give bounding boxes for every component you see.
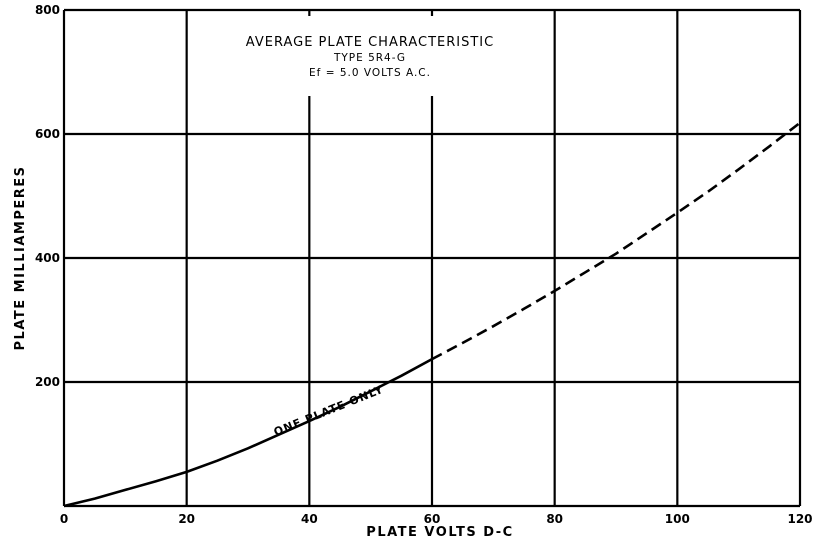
y-tick-label: 600 <box>35 127 60 141</box>
x-tick-label: 120 <box>787 512 812 526</box>
data-series <box>63 121 801 508</box>
x-axis-label: PLATE VOLTS D-C <box>366 525 513 540</box>
chart-title: AVERAGE PLATE CHARACTERISTIC <box>246 35 494 50</box>
chart-subtitle-filament: Ef = 5.0 VOLTS A.C. <box>309 67 431 79</box>
tick-labels: 0 20 40 60 80 100 120 200 400 600 800 <box>35 3 813 526</box>
plate-current-curve-dashed <box>431 121 801 361</box>
x-tick-label: 0 <box>60 512 68 526</box>
x-tick-label: 40 <box>301 512 318 526</box>
curve-annotation: ONE PLATE ONLY <box>272 383 386 439</box>
y-tick-label: 400 <box>35 251 60 265</box>
x-tick-label: 20 <box>178 512 195 526</box>
title-box <box>190 16 550 96</box>
y-axis-label: PLATE MILLIAMPERES <box>13 166 28 351</box>
x-tick-label: 60 <box>424 512 441 526</box>
x-tick-label: 80 <box>546 512 563 526</box>
chart-subtitle-type: TYPE 5R4-G <box>333 52 406 64</box>
x-tick-label: 100 <box>665 512 690 526</box>
y-tick-label: 200 <box>35 375 60 389</box>
y-tick-label: 800 <box>35 3 60 17</box>
plate-current-curve-solid <box>63 357 433 508</box>
